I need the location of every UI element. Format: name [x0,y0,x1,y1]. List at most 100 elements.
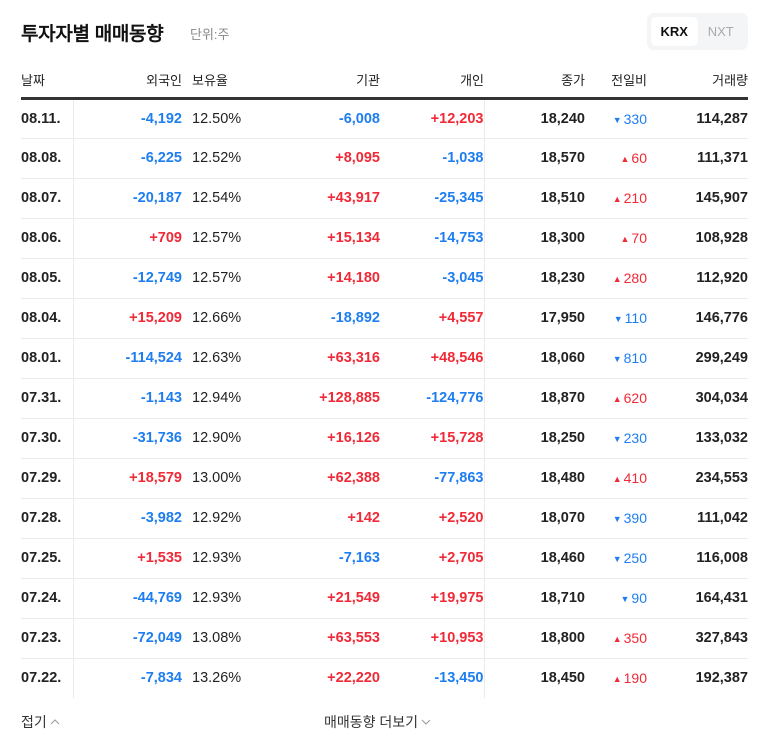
cell-change: ▲ 60 [585,138,647,179]
cell-change: ▼ 810 [585,338,647,379]
table-footer: 접기 매매동향 더보기 [21,700,748,740]
cell-date: 07.22. [21,658,74,698]
cell-date: 07.31. [21,378,74,419]
cell-volume: 111,371 [647,138,748,179]
table-row: 07.28. -3,982 12.92% +142 +2,520 18,070 ▼ 390 11… [21,498,748,539]
change-value: 90 [631,590,647,606]
market-toggle-nxt[interactable]: NXT [707,24,734,39]
cell-holding: 12.90% [182,418,252,459]
cell-close: 18,450 [540,670,585,687]
cell-close: 18,800 [484,618,585,659]
cell-individual: +2,520 [380,498,485,539]
cell-institution: +62,388 [252,458,380,499]
cell-volume: 192,387 [695,670,748,687]
cell-foreign: +1,535 [73,538,182,579]
section-header: 투자자별 매매동향 단위:주 KRX NXT [21,0,748,62]
cell-date: 08.01. [21,338,74,379]
cell-date: 08.05. [21,258,74,299]
table-row: 07.30. -31,736 12.90% +16,126 +15,728 18,250 ▼… [21,418,748,459]
cell-institution: +21,549 [252,578,380,619]
cell-volume: 145,907 [647,178,748,219]
cell-volume: 299,249 [647,338,748,379]
cell-change: ▲ 280 [585,258,647,299]
change-value: 230 [623,430,647,446]
cell-date: 08.04. [21,298,74,339]
triangle-up-icon: ▲ [612,634,622,644]
table-row: 07.31. -1,143 12.94% +128,885 -124,776 18,870… [21,378,748,419]
cell-change: ▼ 230 [585,418,647,459]
cell-institution: +15,134 [252,218,380,259]
table-row: 08.08. -6,225 12.52% +8,095 -1,038 18,570 ▲ 60 1… [21,138,748,179]
change-value: 280 [623,270,647,286]
triangle-up-icon: ▲ [612,674,622,685]
cell-foreign: -31,736 [73,418,182,459]
more-trading-button[interactable]: 매매동향 더보기 [324,712,431,732]
table-row: 08.04. +15,209 12.66% -18,892 +4,557 17,950 ▼ 1… [21,298,748,339]
cell-foreign: -3,982 [73,498,182,539]
cell-date: 07.29. [21,458,74,499]
cell-holding: 12.92% [182,498,252,539]
table-row: 07.22. -7,834 13.26% +22,220 -13,450 18,450 ▲ 1… [21,658,748,698]
chevron-up-icon [50,719,60,725]
change-value: 60 [631,150,647,166]
table-row: 08.11. -4,192 12.50% -6,008 +12,203 18,240 ▼ 33… [21,98,748,139]
cell-holding: 12.50% [182,98,252,139]
fold-button[interactable]: 접기 [21,712,60,732]
triangle-up-icon: ▲ [612,194,622,204]
cell-change: ▲ 70 [585,218,647,259]
cell-institution: -7,163 [252,538,380,579]
cell-foreign: -4,192 [73,98,182,139]
triangle-down-icon: ▼ [612,114,622,125]
cell-institution: +63,316 [252,338,380,379]
unit-label: 단위:주 [190,27,230,42]
cell-date: 07.24. [21,578,74,619]
cell-individual: -25,345 [380,178,485,219]
cell-individual: -77,863 [380,458,485,499]
cell-institution: +128,885 [252,378,380,419]
cell-holding: 13.26% [192,670,242,687]
market-toggle-krx[interactable]: KRX [651,17,698,46]
change-value: 250 [623,550,647,566]
cell-institution: +142 [252,498,380,539]
cell-volume: 111,042 [647,498,748,539]
cell-close: 18,710 [484,578,585,619]
cell-individual: +48,546 [380,338,485,379]
triangle-down-icon: ▼ [612,554,622,564]
cell-change: ▲ 350 [585,618,647,659]
cell-institution: +63,553 [252,618,380,659]
cell-institution: +22,220 [327,670,380,687]
cell-volume: 327,843 [647,618,748,659]
cell-change: ▼ 110 [585,298,647,339]
cell-close: 18,480 [484,458,585,499]
cell-close: 17,950 [484,298,585,339]
change-value: 810 [623,350,647,366]
cell-close: 18,250 [484,418,585,459]
col-header-institution: 기관 [252,62,380,100]
cell-individual: +12,203 [380,98,485,139]
cell-institution: +8,095 [252,138,380,179]
col-header-foreign: 외국인 [73,62,182,100]
cell-volume: 146,776 [647,298,748,339]
market-toggle: KRX NXT [647,13,748,50]
cell-change: ▲ 210 [585,178,647,219]
triangle-down-icon: ▼ [612,434,622,444]
cell-holding: 12.94% [182,378,252,419]
triangle-down-icon: ▼ [613,314,623,324]
chevron-down-icon [421,719,431,725]
change-value: 70 [631,230,647,246]
cell-close: 18,230 [484,258,585,299]
change-value: 210 [623,190,647,206]
table-row: 08.06. +709 12.57% +15,134 -14,753 18,300 ▲ 70 1… [21,218,748,259]
cell-institution: -18,892 [252,298,380,339]
cell-volume: 164,431 [647,578,748,619]
page-title: 투자자별 매매동향 [21,24,164,45]
change-value: 410 [623,470,647,486]
triangle-up-icon: ▲ [612,274,622,284]
cell-holding: 12.66% [182,298,252,339]
cell-close: 18,070 [484,498,585,539]
triangle-up-icon: ▲ [612,394,622,404]
cell-change: ▲ 190 [585,658,647,698]
table-row: 07.25. +1,535 12.93% -7,163 +2,705 18,460 ▼ 250… [21,538,748,579]
cell-holding: 13.08% [182,618,252,659]
cell-foreign: +18,579 [73,458,182,499]
